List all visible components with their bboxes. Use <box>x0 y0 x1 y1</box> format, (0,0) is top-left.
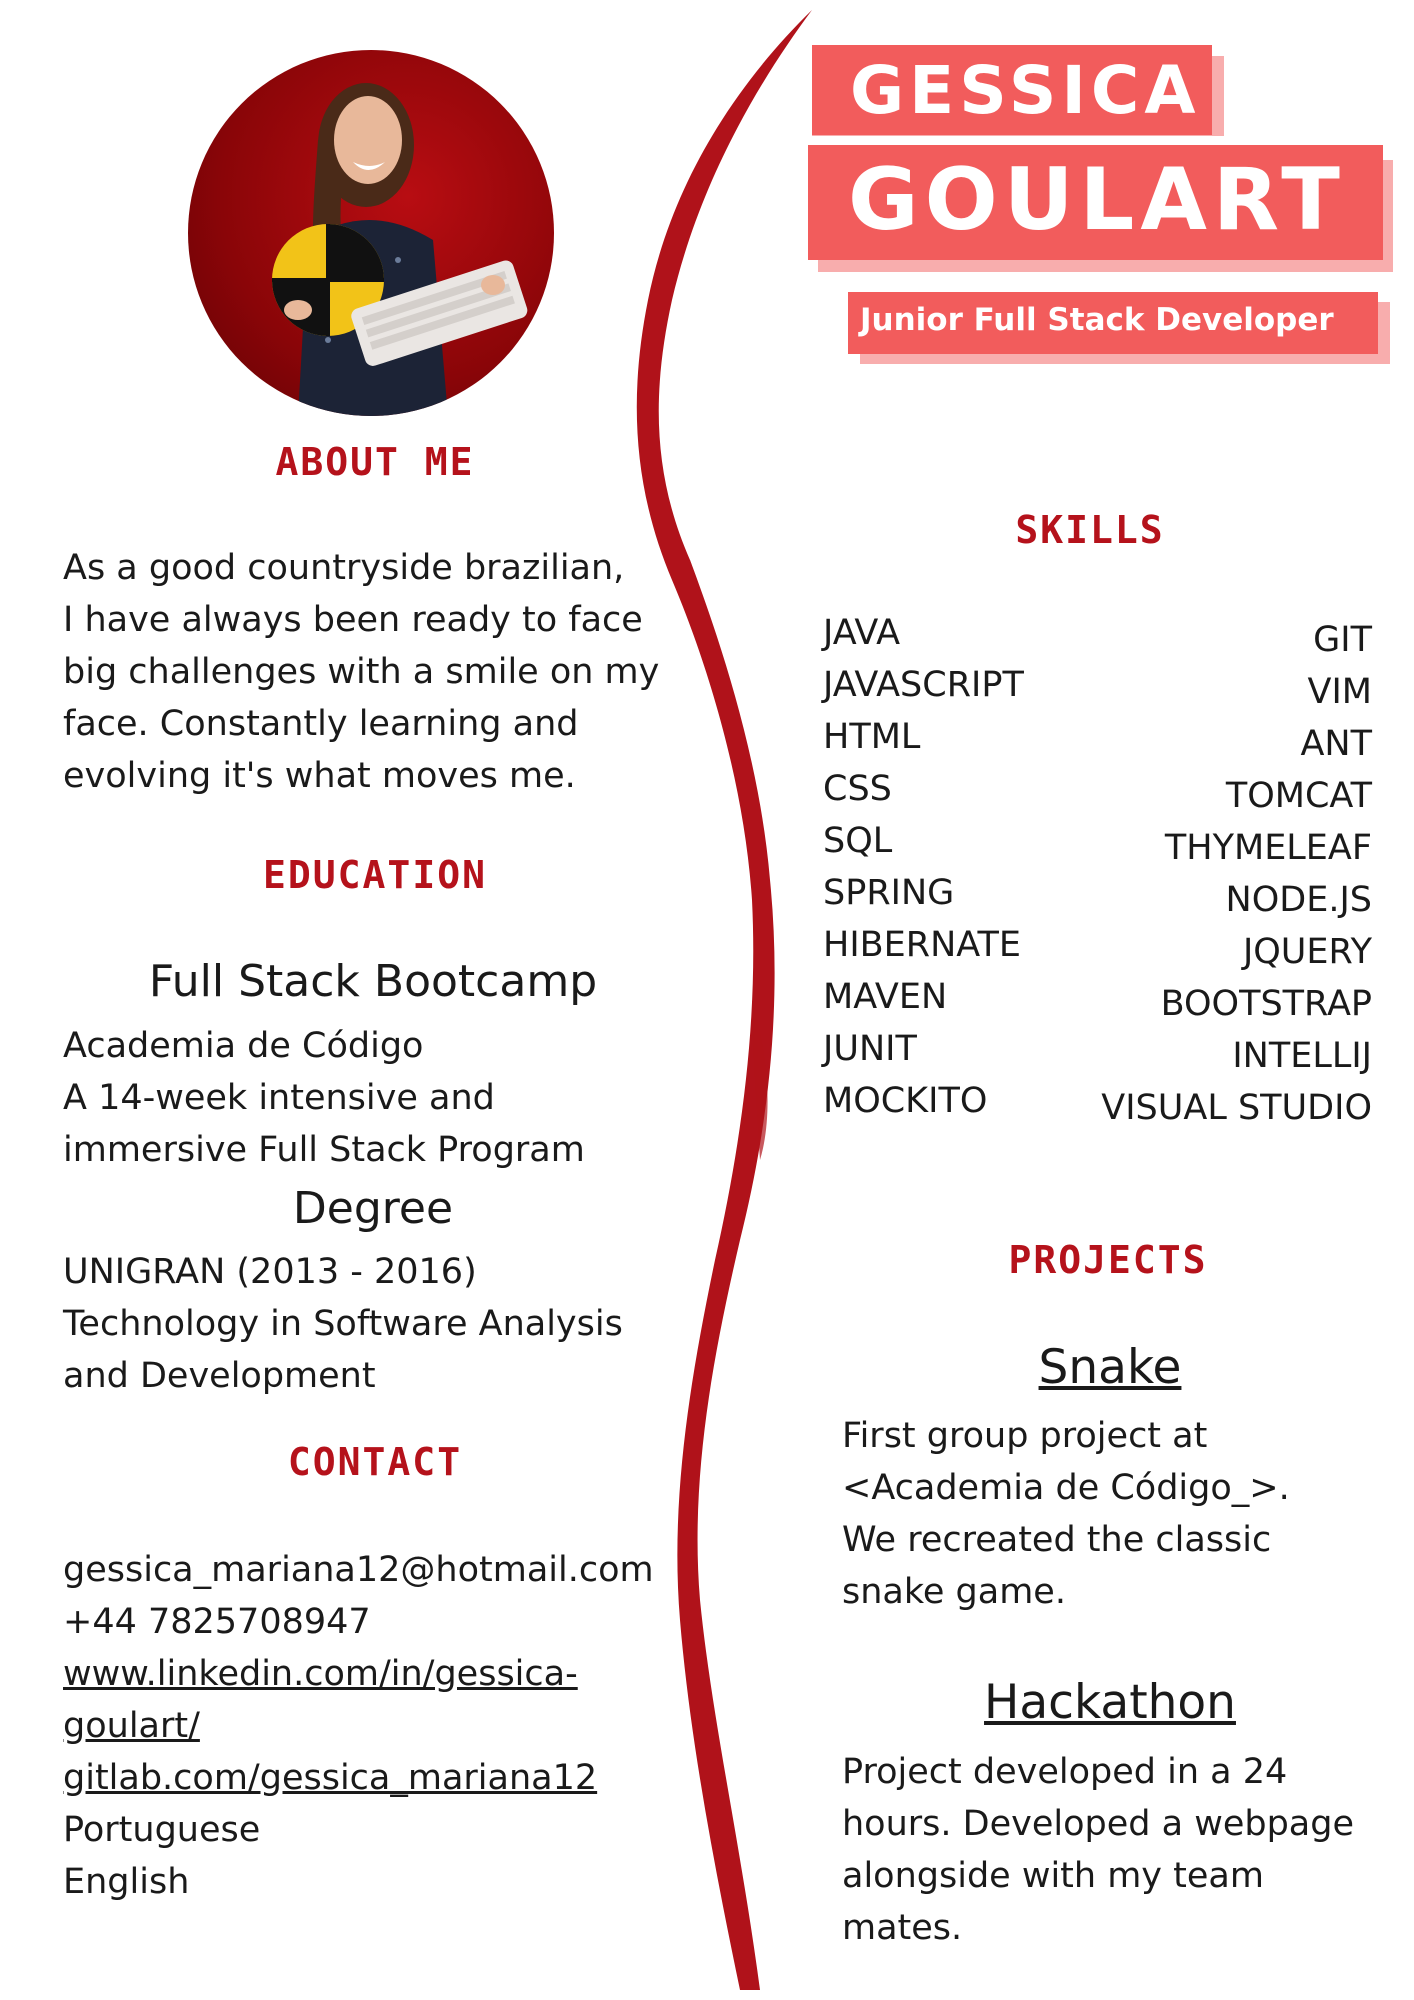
project-description-hackathon: Project developed in a 24 hours. Develop… <box>842 1746 1354 1954</box>
skill-item: VISUAL STUDIO <box>1101 1088 1372 1128</box>
role-banner-shadow <box>860 302 1390 364</box>
project-description-snake: First group project at <Academia de Códi… <box>842 1410 1290 1618</box>
skill-item: TOMCAT <box>1225 776 1372 816</box>
skill-item: VIM <box>1307 672 1372 712</box>
about-line: evolving it's what moves me. <box>63 756 576 796</box>
skill-item: JQUERY <box>1242 932 1372 972</box>
about-me-text: As a good countryside brazilian, I have … <box>63 542 659 802</box>
first-name-banner-shadow <box>812 56 1224 136</box>
degree-line: Technology in Software Analysis <box>63 1304 623 1344</box>
gitlab-link[interactable]: gitlab.com/gessica_mariana12 <box>63 1758 598 1798</box>
degree-details: UNIGRAN (2013 - 2016) Technology in Soft… <box>63 1246 623 1402</box>
skill-item: GIT <box>1313 620 1372 660</box>
last-name: GOULART <box>848 150 1346 250</box>
language-item: English <box>63 1862 190 1902</box>
contact-details: gessica_mariana12@hotmail.com +44 782570… <box>63 1544 654 1908</box>
skill-item: SPRING <box>823 873 955 913</box>
projects-title: PROJECTS <box>1008 1238 1208 1282</box>
skill-item: SQL <box>823 821 893 861</box>
about-line: big challenges with a smile on my <box>63 652 660 692</box>
skills-title: SKILLS <box>1015 508 1165 552</box>
first-name: GESSICA <box>850 52 1201 129</box>
skill-item: MOCKITO <box>823 1081 988 1121</box>
skill-item: INTELLIJ <box>1232 1036 1372 1076</box>
about-line: As a good countryside brazilian, <box>63 548 625 588</box>
phone-text[interactable]: +44 7825708947 <box>63 1602 371 1642</box>
project-name-hackathon: Hackathon <box>984 1675 1236 1730</box>
skill-item: CSS <box>823 769 892 809</box>
degree-line: UNIGRAN (2013 - 2016) <box>63 1252 477 1292</box>
person-illustration-icon <box>272 83 528 416</box>
skill-item: HIBERNATE <box>823 925 1021 965</box>
role-title: Junior Full Stack Developer <box>860 302 1334 338</box>
degree-heading: Degree <box>292 1183 454 1234</box>
skill-item: NODE.JS <box>1225 880 1372 920</box>
skill-item: MAVEN <box>823 977 948 1017</box>
project-line: <Academia de Código_>. <box>842 1468 1290 1508</box>
education-title: EDUCATION <box>263 853 487 897</box>
skill-item: JAVASCRIPT <box>823 665 1024 705</box>
degree-line: and Development <box>63 1356 376 1396</box>
project-name-snake: Snake <box>1038 1340 1182 1395</box>
language-item: Portuguese <box>63 1810 261 1850</box>
project-line: alongside with my team <box>842 1856 1264 1896</box>
skill-item: THYMELEAF <box>1164 828 1372 868</box>
bootcamp-heading: Full Stack Bootcamp <box>148 956 598 1007</box>
project-line: First group project at <box>842 1416 1208 1456</box>
skills-right-column: GIT VIM ANT TOMCAT THYMELEAF NODE.JS JQU… <box>1101 614 1372 1134</box>
skill-item: BOOTSTRAP <box>1160 984 1372 1024</box>
last-name-banner-shadow <box>818 160 1393 272</box>
linkedin-link-continued[interactable]: goulart/ <box>63 1706 200 1746</box>
skill-item: HTML <box>823 717 921 757</box>
skill-item: JUNIT <box>823 1029 917 1069</box>
about-line: I have always been ready to face <box>63 600 643 640</box>
skill-item: ANT <box>1300 724 1372 764</box>
bootcamp-line: A 14-week intensive and <box>63 1078 495 1118</box>
project-line: Project developed in a 24 <box>842 1752 1288 1792</box>
project-line: We recreated the classic <box>842 1520 1272 1560</box>
skills-left-column: JAVA JAVASCRIPT HTML CSS SQL SPRING HIBE… <box>823 607 1024 1127</box>
linkedin-link[interactable]: www.linkedin.com/in/gessica- <box>63 1654 578 1694</box>
skill-item: JAVA <box>823 613 901 653</box>
bootcamp-details: Academia de Código A 14-week intensive a… <box>63 1020 585 1176</box>
project-line: snake game. <box>842 1572 1066 1612</box>
email-text[interactable]: gessica_mariana12@hotmail.com <box>63 1550 654 1590</box>
about-me-title: ABOUT ME <box>275 440 475 484</box>
about-line: face. Constantly learning and <box>63 704 579 744</box>
bootcamp-line: immersive Full Stack Program <box>63 1130 585 1170</box>
project-line: hours. Developed a webpage <box>842 1804 1354 1844</box>
profile-photo <box>188 50 554 416</box>
project-line: mates. <box>842 1908 963 1948</box>
contact-title: CONTACT <box>287 1440 463 1484</box>
bootcamp-line: Academia de Código <box>63 1026 424 1066</box>
